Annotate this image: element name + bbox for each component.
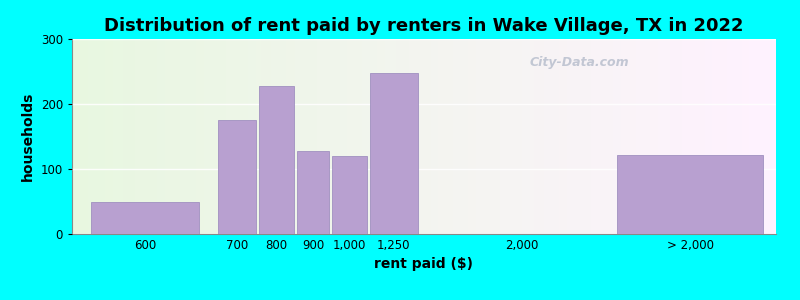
Bar <box>332 156 367 234</box>
Bar <box>218 120 256 234</box>
Bar <box>297 151 329 234</box>
Bar <box>618 155 763 234</box>
Bar <box>91 202 199 234</box>
X-axis label: rent paid ($): rent paid ($) <box>374 257 474 272</box>
Y-axis label: households: households <box>21 92 35 181</box>
Title: Distribution of rent paid by renters in Wake Village, TX in 2022: Distribution of rent paid by renters in … <box>104 17 744 35</box>
Bar <box>370 73 418 234</box>
Bar <box>259 86 294 234</box>
Text: City-Data.com: City-Data.com <box>529 56 629 69</box>
